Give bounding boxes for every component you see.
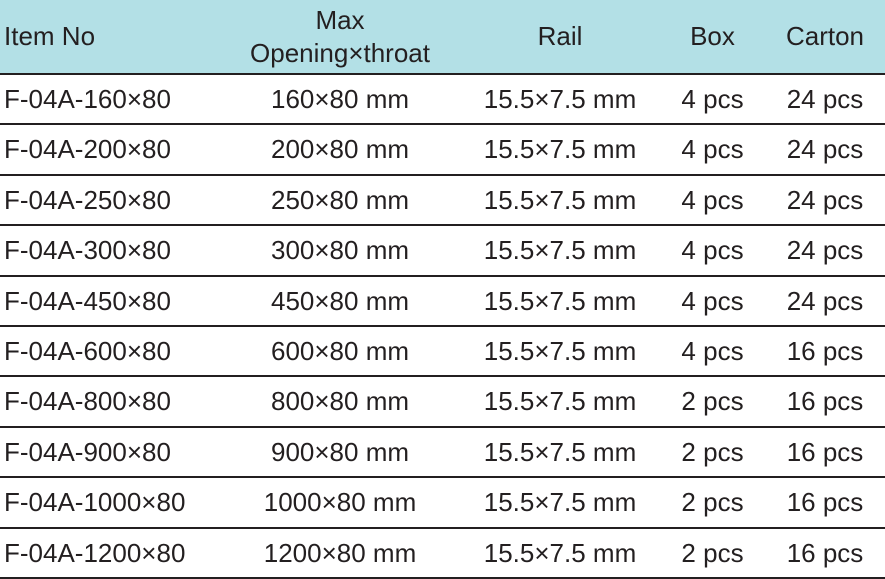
cell-carton: 24 pcs [765,276,885,326]
cell-item: F-04A-450×80 [0,276,220,326]
cell-carton: 16 pcs [765,376,885,426]
table-row: F-04A-900×80 900×80 mm 15.5×7.5 mm 2 pcs… [0,427,885,477]
cell-rail: 15.5×7.5 mm [460,477,660,527]
cell-max: 900×80 mm [220,427,460,477]
table-row: F-04A-800×80 800×80 mm 15.5×7.5 mm 2 pcs… [0,376,885,426]
cell-max: 300×80 mm [220,225,460,275]
cell-item: F-04A-800×80 [0,376,220,426]
cell-rail: 15.5×7.5 mm [460,74,660,124]
cell-max: 450×80 mm [220,276,460,326]
cell-item: F-04A-1200×80 [0,528,220,578]
cell-rail: 15.5×7.5 mm [460,376,660,426]
cell-carton: 24 pcs [765,175,885,225]
cell-box: 2 pcs [660,427,765,477]
cell-rail: 15.5×7.5 mm [460,124,660,174]
table-row: F-04A-600×80 600×80 mm 15.5×7.5 mm 4 pcs… [0,326,885,376]
col-header-max: MaxOpening×throat [220,0,460,74]
cell-box: 2 pcs [660,477,765,527]
cell-max: 250×80 mm [220,175,460,225]
table-header-row: Item No MaxOpening×throat Rail Box Carto… [0,0,885,74]
cell-max: 200×80 mm [220,124,460,174]
col-header-carton: Carton [765,0,885,74]
cell-carton: 16 pcs [765,528,885,578]
col-header-box: Box [660,0,765,74]
table-row: F-04A-250×80 250×80 mm 15.5×7.5 mm 4 pcs… [0,175,885,225]
spec-table: Item No MaxOpening×throat Rail Box Carto… [0,0,885,579]
cell-item: F-04A-160×80 [0,74,220,124]
cell-item: F-04A-300×80 [0,225,220,275]
col-header-item: Item No [0,0,220,74]
cell-box: 2 pcs [660,528,765,578]
cell-item: F-04A-250×80 [0,175,220,225]
cell-rail: 15.5×7.5 mm [460,225,660,275]
cell-box: 4 pcs [660,326,765,376]
cell-carton: 24 pcs [765,225,885,275]
cell-max: 600×80 mm [220,326,460,376]
cell-max: 1200×80 mm [220,528,460,578]
cell-rail: 15.5×7.5 mm [460,528,660,578]
cell-carton: 24 pcs [765,74,885,124]
cell-box: 2 pcs [660,376,765,426]
cell-carton: 16 pcs [765,477,885,527]
cell-max: 800×80 mm [220,376,460,426]
table-row: F-04A-160×80 160×80 mm 15.5×7.5 mm 4 pcs… [0,74,885,124]
cell-max: 1000×80 mm [220,477,460,527]
cell-rail: 15.5×7.5 mm [460,276,660,326]
cell-carton: 24 pcs [765,124,885,174]
col-header-rail: Rail [460,0,660,74]
cell-rail: 15.5×7.5 mm [460,175,660,225]
table-row: F-04A-450×80 450×80 mm 15.5×7.5 mm 4 pcs… [0,276,885,326]
cell-max: 160×80 mm [220,74,460,124]
cell-box: 4 pcs [660,175,765,225]
table-body: F-04A-160×80 160×80 mm 15.5×7.5 mm 4 pcs… [0,74,885,578]
table-row: F-04A-300×80 300×80 mm 15.5×7.5 mm 4 pcs… [0,225,885,275]
cell-item: F-04A-1000×80 [0,477,220,527]
cell-box: 4 pcs [660,276,765,326]
table-row: F-04A-200×80 200×80 mm 15.5×7.5 mm 4 pcs… [0,124,885,174]
cell-carton: 16 pcs [765,427,885,477]
cell-item: F-04A-200×80 [0,124,220,174]
cell-box: 4 pcs [660,124,765,174]
cell-box: 4 pcs [660,225,765,275]
cell-rail: 15.5×7.5 mm [460,427,660,477]
table-row: F-04A-1200×80 1200×80 mm 15.5×7.5 mm 2 p… [0,528,885,578]
table-row: F-04A-1000×80 1000×80 mm 15.5×7.5 mm 2 p… [0,477,885,527]
cell-item: F-04A-900×80 [0,427,220,477]
cell-item: F-04A-600×80 [0,326,220,376]
cell-box: 4 pcs [660,74,765,124]
cell-rail: 15.5×7.5 mm [460,326,660,376]
cell-carton: 16 pcs [765,326,885,376]
